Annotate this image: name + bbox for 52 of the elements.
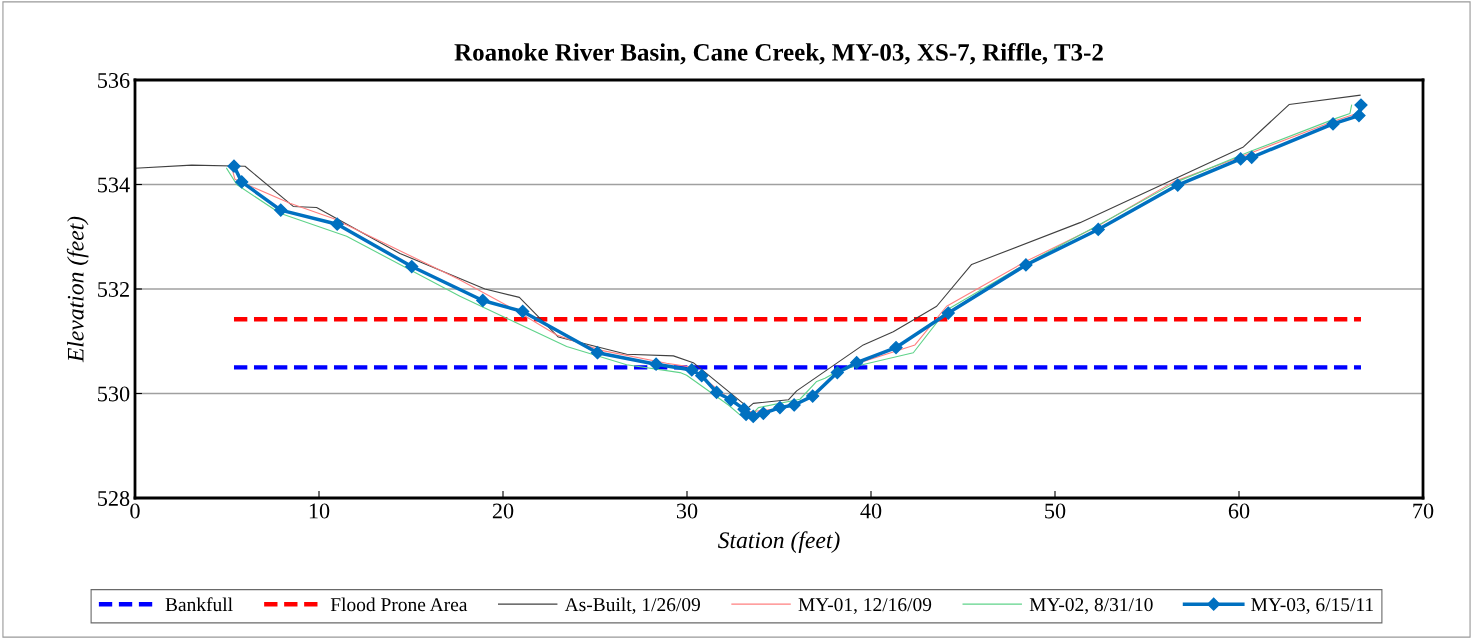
point <box>1354 98 1368 112</box>
legend-label: Bankfull <box>165 597 233 612</box>
legend-label: As-Built, 1/26/09 <box>564 597 700 614</box>
point <box>235 175 249 189</box>
point <box>590 346 604 360</box>
legend-label: MY-03, 6/15/11 <box>1251 598 1373 614</box>
x-tick-label: 70 <box>1413 503 1434 519</box>
x-tick-label: 50 <box>1045 503 1066 519</box>
legend-label: MY-01, 12/16/09 <box>798 598 932 614</box>
point <box>746 409 760 424</box>
point <box>685 363 699 377</box>
point <box>695 369 709 383</box>
legend-label: MY-02, 8/31/10 <box>1029 598 1153 614</box>
y-tick-label: 534 <box>98 177 130 193</box>
point <box>330 217 344 231</box>
point <box>1234 152 1248 166</box>
x-tick-label: 20 <box>492 503 514 519</box>
point <box>1019 258 1033 272</box>
y-tick-label: 536 <box>98 72 130 88</box>
point <box>476 293 490 308</box>
point <box>649 357 663 371</box>
x-axis-title: Station (feet) <box>717 531 840 553</box>
point <box>516 304 530 319</box>
x-tick-label: 30 <box>676 503 698 519</box>
point <box>227 159 241 173</box>
point <box>756 406 770 420</box>
legend-label: Flood Prone Area <box>330 597 468 612</box>
point <box>787 398 801 412</box>
point <box>806 389 820 403</box>
point <box>405 259 419 274</box>
point <box>850 356 864 370</box>
point <box>830 366 844 380</box>
point <box>1091 222 1105 237</box>
y-tick-label: 528 <box>98 490 130 506</box>
point <box>724 393 738 407</box>
x-tick-label: 60 <box>1228 503 1250 519</box>
chart-title: Roanoke River Basin, Cane Creek, MY-03, XS-7, Riffle, T3-2 <box>454 42 1103 65</box>
y-tick-label: 530 <box>98 386 130 402</box>
point <box>710 385 724 400</box>
point <box>941 306 955 320</box>
point <box>773 401 787 415</box>
point <box>1326 117 1340 131</box>
point <box>274 203 288 217</box>
point <box>889 340 903 355</box>
point <box>1171 178 1185 192</box>
point <box>1352 108 1366 123</box>
y-axis-title: Elevation (feet) <box>66 216 89 363</box>
x-tick-label: 10 <box>309 503 330 519</box>
x-tick-label: 40 <box>860 503 882 519</box>
y-tick-label: 532 <box>98 281 129 297</box>
point <box>1245 150 1259 164</box>
x-tick-label: 0 <box>130 503 140 519</box>
